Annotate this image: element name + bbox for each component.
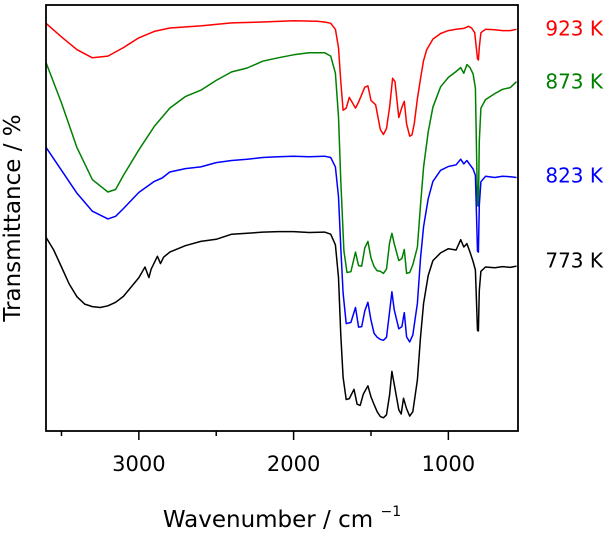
x-tick-layer: 3000 2000 1000: [60, 431, 475, 476]
y-axis-title: Transmittance / %: [0, 114, 26, 322]
series-label-773-k: 773 K: [545, 249, 604, 273]
x-tick-label: 1000: [422, 452, 475, 476]
series-line-873-k: [45, 51, 518, 275]
series-label-923-k: 923 K: [545, 16, 604, 40]
x-axis-title-text: Wavenumber / cm: [163, 507, 373, 533]
series-label-layer: 923 K 873 K 823 K 773 K: [545, 16, 604, 272]
x-tick-label: 3000: [112, 452, 165, 476]
x-axis-title-superscript: −1: [381, 504, 402, 520]
series-line-923-k: [45, 20, 517, 137]
series-line-823-k: [45, 146, 517, 343]
series-label-873-k: 873 K: [545, 70, 604, 94]
series-line-773-k: [45, 230, 517, 419]
x-tick-label: 2000: [267, 452, 320, 476]
series-label-823-k: 823 K: [545, 163, 604, 187]
x-axis-title: Wavenumber / cm −1: [163, 504, 401, 533]
series-layer: [45, 20, 518, 419]
plot-frame: [45, 4, 519, 432]
